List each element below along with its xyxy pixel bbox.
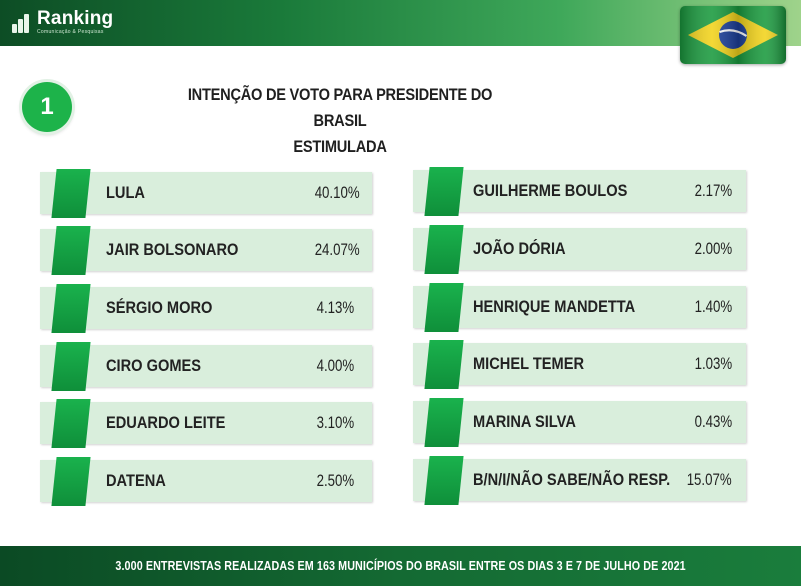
candidate-name: SÉRGIO MORO: [106, 298, 213, 317]
title-line-1: INTENÇÃO DE VOTO PARA PRESIDENTE DO BRAS…: [187, 85, 493, 130]
candidate-percent: 1.40%: [694, 297, 732, 316]
card-accent-tab: [424, 167, 464, 216]
candidate-name: B/N/I/NÃO SABE/NÃO RESP.: [473, 470, 671, 489]
candidate-percent: 4.00%: [316, 356, 354, 375]
candidate-name: JAIR BOLSONARO: [106, 240, 239, 259]
candidate-percent: 0.43%: [694, 412, 732, 431]
candidate-name: GUILHERME BOULOS: [473, 181, 628, 200]
brand-tagline: Comunicação & Pesquisas: [37, 29, 104, 35]
candidate-card: EDUARDO LEITE 3.10%: [40, 399, 372, 448]
candidate-percent: 2.50%: [316, 471, 354, 490]
card-accent-tab: [51, 226, 91, 275]
brazil-flag-icon: [680, 6, 786, 64]
top-banner: Ranking Comunicação & Pesquisas: [0, 0, 801, 46]
card-accent-tab: [424, 340, 464, 389]
candidate-name: MARINA SILVA: [473, 412, 576, 431]
candidate-name: CIRO GOMES: [106, 356, 202, 375]
card-accent-tab: [424, 398, 464, 447]
candidate-percent: 24.07%: [315, 240, 360, 259]
card-accent-tab: [51, 284, 91, 333]
candidate-name: JOÃO DÓRIA: [473, 239, 566, 258]
ranking-bars-logo-icon: [12, 11, 34, 33]
candidate-percent: 4.13%: [316, 298, 354, 317]
bottom-banner: 3.000 ENTREVISTAS REALIZADAS EM 163 MUNI…: [0, 546, 801, 586]
brand-name: Ranking: [37, 8, 114, 29]
title-line-2: ESTIMULADA: [293, 137, 387, 156]
page-title: INTENÇÃO DE VOTO PARA PRESIDENTE DO BRAS…: [160, 82, 520, 160]
candidate-name: DATENA: [106, 471, 166, 490]
candidate-card: MICHEL TEMER 1.03%: [413, 340, 746, 389]
candidate-card: MARINA SILVA 0.43%: [413, 398, 746, 447]
card-accent-tab: [51, 457, 91, 506]
candidate-card: JOÃO DÓRIA 2.00%: [413, 225, 746, 274]
candidate-name: EDUARDO LEITE: [106, 413, 226, 432]
card-accent-tab: [424, 456, 464, 505]
candidate-card: GUILHERME BOULOS 2.17%: [413, 167, 746, 216]
candidate-card: HENRIQUE MANDETTA 1.40%: [413, 283, 746, 332]
card-accent-tab: [51, 169, 91, 218]
candidate-percent: 15.07%: [687, 470, 732, 489]
candidate-name: LULA: [106, 183, 145, 202]
card-accent-tab: [424, 283, 464, 332]
card-accent-tab: [51, 342, 91, 391]
candidate-percent: 1.03%: [694, 354, 732, 373]
card-accent-tab: [51, 399, 91, 448]
candidate-card: JAIR BOLSONARO 24.07%: [40, 226, 372, 275]
ranking-logo: Ranking Comunicação & Pesquisas: [12, 6, 113, 38]
candidate-percent: 3.10%: [316, 413, 354, 432]
candidate-card: CIRO GOMES 4.00%: [40, 342, 372, 391]
candidate-percent: 40.10%: [315, 183, 360, 202]
methodology-note: 3.000 ENTREVISTAS REALIZADAS EM 163 MUNI…: [115, 559, 686, 573]
candidate-percent: 2.00%: [694, 239, 732, 258]
candidate-card: SÉRGIO MORO 4.13%: [40, 284, 372, 333]
candidate-name: HENRIQUE MANDETTA: [473, 297, 636, 316]
card-accent-tab: [424, 225, 464, 274]
candidate-name: MICHEL TEMER: [473, 354, 585, 373]
section-number-badge: 1: [22, 82, 72, 132]
candidate-percent: 2.17%: [694, 181, 732, 200]
candidate-card: B/N/I/NÃO SABE/NÃO RESP. 15.07%: [413, 456, 746, 505]
candidate-card: LULA 40.10%: [40, 169, 372, 218]
candidate-card: DATENA 2.50%: [40, 457, 372, 506]
